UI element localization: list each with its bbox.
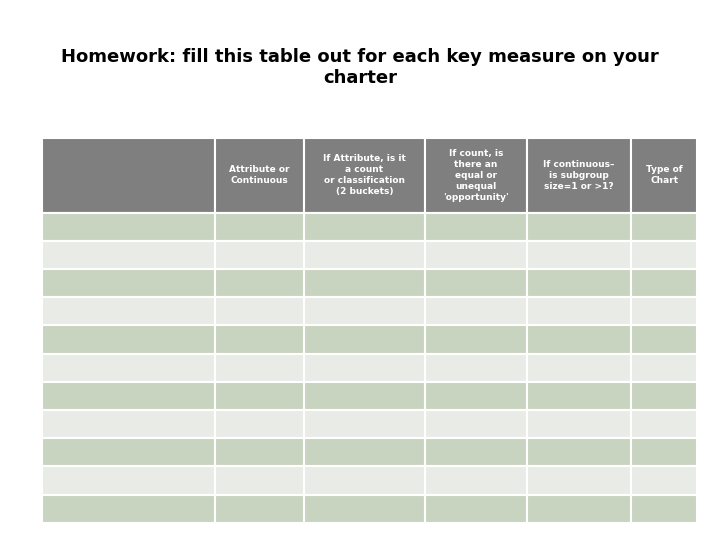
- Text: Homework: fill this table out for each key measure on your: Homework: fill this table out for each k…: [61, 48, 659, 66]
- Text: Type of
Chart: Type of Chart: [646, 165, 683, 185]
- Text: Attribute or
Continuous: Attribute or Continuous: [230, 165, 290, 185]
- Text: If count, is
there an
equal or
unequal
'opportunity': If count, is there an equal or unequal '…: [443, 148, 509, 202]
- Text: If Attribute, is it
a count
or classification
(2 buckets): If Attribute, is it a count or classific…: [323, 154, 406, 197]
- Text: If continuous–
is subgroup
size=1 or >1?: If continuous– is subgroup size=1 or >1?: [544, 160, 615, 191]
- Text: charter: charter: [323, 69, 397, 87]
